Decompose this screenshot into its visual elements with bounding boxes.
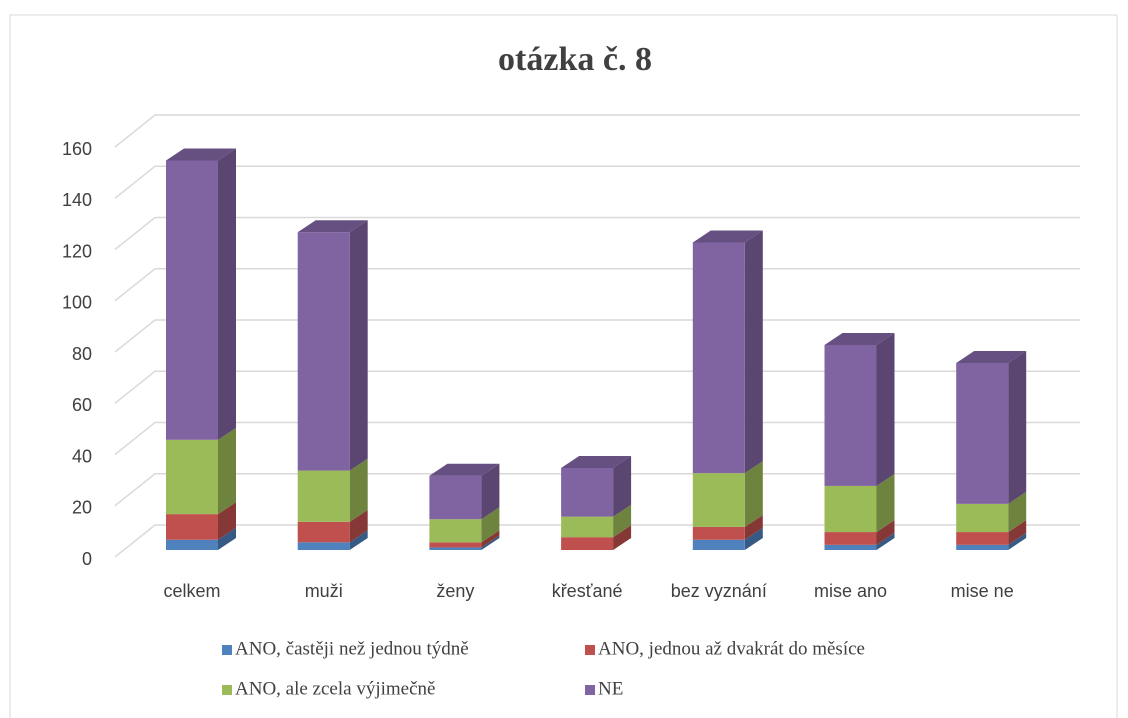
bar-top bbox=[561, 456, 632, 468]
grid-line bbox=[114, 370, 1080, 404]
bar-side bbox=[1008, 532, 1027, 550]
legend-marker bbox=[585, 645, 595, 655]
bar bbox=[956, 532, 1009, 545]
bar-top bbox=[166, 148, 236, 161]
y-tick-label: 120 bbox=[62, 241, 92, 261]
legend-label: NE bbox=[598, 678, 623, 699]
bar bbox=[824, 532, 877, 545]
bar bbox=[166, 514, 218, 540]
y-tick-label: 0 bbox=[82, 549, 92, 569]
bar bbox=[956, 362, 1009, 504]
bar bbox=[956, 544, 1009, 550]
bar bbox=[692, 526, 745, 540]
legend-marker bbox=[222, 685, 232, 695]
bar bbox=[166, 439, 218, 515]
y-tick-label: 20 bbox=[72, 498, 92, 518]
bar bbox=[824, 544, 877, 550]
bar-side bbox=[1008, 520, 1027, 545]
bar-top bbox=[692, 230, 763, 243]
bar-top bbox=[824, 333, 895, 345]
bar-top bbox=[429, 463, 500, 476]
bar bbox=[429, 547, 482, 550]
grid-line bbox=[114, 114, 1080, 148]
bar bbox=[166, 539, 218, 550]
bar-side bbox=[349, 530, 368, 550]
bar bbox=[692, 242, 745, 474]
bar bbox=[561, 468, 614, 517]
bar-side bbox=[876, 473, 895, 533]
bar-side bbox=[613, 456, 632, 517]
bar-side bbox=[481, 463, 500, 520]
x-tick-label: mise ano bbox=[814, 581, 887, 601]
bar-side bbox=[613, 525, 632, 550]
bar bbox=[429, 475, 482, 520]
bar-side bbox=[1008, 491, 1027, 533]
legend-label: ANO, ale zcela výjimečně bbox=[235, 678, 435, 699]
bar bbox=[429, 542, 482, 548]
bar bbox=[297, 470, 350, 522]
bar-side bbox=[481, 530, 500, 548]
y-tick-label: 100 bbox=[62, 293, 92, 313]
y-tick-label: 40 bbox=[72, 446, 92, 466]
bar-side bbox=[744, 461, 763, 527]
bar bbox=[956, 503, 1009, 533]
legend-label: ANO, častěji než jednou týdně bbox=[235, 638, 469, 659]
bar bbox=[824, 485, 877, 533]
legend-label: ANO, jednou až dvakrát do měsíce bbox=[598, 638, 865, 659]
grid-line bbox=[114, 524, 1080, 558]
grid-line bbox=[114, 268, 1080, 302]
grid-line bbox=[114, 165, 1080, 199]
bar bbox=[297, 232, 350, 471]
bar-side bbox=[613, 504, 632, 538]
bar-side bbox=[218, 427, 236, 515]
bar-side bbox=[218, 527, 236, 550]
bar-side bbox=[349, 458, 368, 522]
bar bbox=[297, 521, 350, 543]
x-tick-label: ženy bbox=[436, 581, 474, 601]
grid-line bbox=[114, 216, 1080, 251]
bar-side bbox=[218, 502, 236, 540]
y-tick-label: 80 bbox=[72, 344, 92, 364]
bar bbox=[166, 160, 218, 440]
bar-side bbox=[876, 333, 895, 486]
bar bbox=[561, 537, 614, 550]
bar bbox=[297, 542, 350, 550]
bar bbox=[429, 519, 482, 543]
bar bbox=[692, 539, 745, 550]
x-tick-label: celkem bbox=[163, 581, 220, 601]
x-tick-label: mise ne bbox=[951, 581, 1014, 601]
legend-marker bbox=[222, 645, 232, 655]
y-tick-label: 140 bbox=[62, 190, 92, 210]
bar-side bbox=[876, 520, 895, 545]
bar-top bbox=[956, 350, 1027, 363]
x-tick-label: křesťané bbox=[552, 581, 623, 601]
bar-side bbox=[1008, 350, 1027, 504]
bar-side bbox=[744, 514, 763, 540]
bar-side bbox=[744, 230, 763, 474]
bar-side bbox=[349, 509, 368, 543]
bar-side bbox=[349, 220, 368, 471]
bar bbox=[692, 473, 745, 527]
bar-side bbox=[876, 532, 895, 550]
grid-line bbox=[114, 421, 1080, 456]
bar bbox=[561, 516, 614, 538]
chart-title: otázka č. 8 bbox=[498, 41, 652, 78]
bar-side bbox=[481, 535, 500, 550]
legend-marker bbox=[585, 685, 595, 695]
y-tick-label: 160 bbox=[62, 139, 92, 159]
x-tick-label: muži bbox=[305, 581, 343, 601]
bar bbox=[824, 345, 877, 486]
bar-side bbox=[744, 527, 763, 550]
grid-line bbox=[114, 473, 1080, 507]
bar-side bbox=[481, 507, 500, 543]
bar-top bbox=[297, 220, 368, 233]
grid-line bbox=[114, 319, 1080, 353]
x-tick-label: bez vyznání bbox=[671, 581, 767, 601]
bar-side bbox=[218, 148, 236, 440]
y-tick-label: 60 bbox=[72, 395, 92, 415]
